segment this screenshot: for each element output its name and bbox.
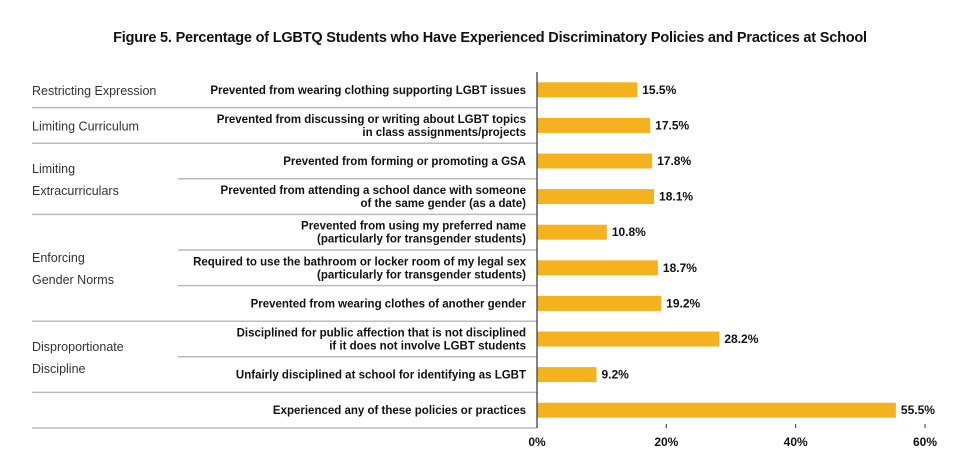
- category-label: Prevented from wearing clothing supporti…: [210, 85, 526, 97]
- category-label: in class assignments/projects: [362, 127, 526, 139]
- category-label: Experienced any of these policies or pra…: [273, 405, 526, 417]
- value-label: 19.2%: [666, 296, 700, 310]
- category-label: (particularly for transgender students): [317, 269, 526, 281]
- value-label: 55.5%: [901, 403, 935, 417]
- group-label: Enforcing: [32, 251, 85, 265]
- value-label: 18.7%: [663, 261, 697, 275]
- bar: [537, 153, 653, 169]
- x-tick-label: 20%: [654, 435, 678, 449]
- value-label: 15.5%: [642, 83, 676, 97]
- category-label: Prevented from wearing clothes of anothe…: [251, 298, 527, 310]
- bar: [537, 189, 655, 205]
- category-label: if it does not involve LGBT students: [329, 341, 526, 353]
- group-label: Extracurriculars: [32, 184, 119, 198]
- category-label: Prevented from forming or promoting a GS…: [283, 156, 526, 168]
- bar: [537, 331, 720, 347]
- value-label: 17.5%: [655, 118, 689, 132]
- group-label: Disproportionate: [32, 340, 124, 354]
- bar: [537, 260, 658, 276]
- value-label: 10.8%: [612, 225, 646, 239]
- bar: [537, 402, 896, 418]
- value-label: 17.8%: [657, 154, 691, 168]
- category-label: (particularly for transgender students): [317, 234, 526, 246]
- bar: [537, 295, 662, 311]
- category-label: Unfairly disciplined at school for ident…: [236, 370, 526, 382]
- category-label: Required to use the bathroom or locker r…: [193, 256, 527, 268]
- x-tick-label: 40%: [784, 435, 808, 449]
- bar: [537, 367, 597, 383]
- x-tick-label: 60%: [913, 435, 937, 449]
- category-label: Disciplined for public affection that is…: [237, 328, 526, 340]
- category-label: of the same gender (as a date): [360, 198, 526, 210]
- group-label: Limiting: [32, 162, 75, 176]
- chart-title: Figure 5. Percentage of LGBTQ Students w…: [113, 30, 867, 46]
- value-label: 18.1%: [659, 190, 693, 204]
- category-label: Prevented from using my preferred name: [301, 221, 526, 233]
- group-label: Restricting Expression: [32, 84, 156, 98]
- category-label: Prevented from discussing or writing abo…: [217, 114, 526, 126]
- group-label: Discipline: [32, 362, 86, 376]
- value-label: 9.2%: [601, 368, 629, 382]
- group-label: Limiting Curriculum: [32, 119, 139, 133]
- bar: [537, 224, 607, 240]
- x-tick-label: 0%: [528, 435, 546, 449]
- value-label: 28.2%: [724, 332, 758, 346]
- bar: [537, 82, 638, 98]
- group-label: Gender Norms: [32, 273, 114, 287]
- category-label: Prevented from attending a school dance …: [221, 185, 526, 197]
- bar: [537, 117, 651, 133]
